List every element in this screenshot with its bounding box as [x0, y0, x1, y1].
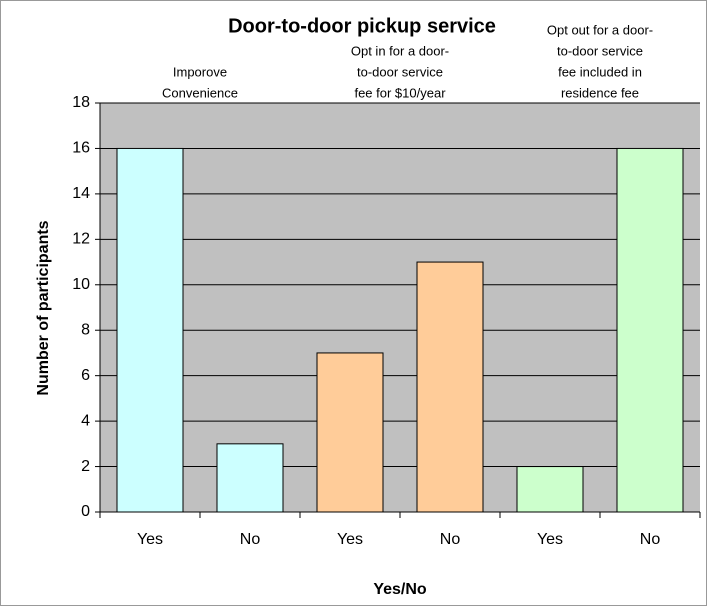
x-tick-label: No — [440, 531, 461, 548]
annotation: Imporove — [173, 64, 227, 79]
bar — [316, 352, 384, 513]
x-axis-label: Yes/No — [373, 581, 427, 598]
annotation: to-door service — [357, 64, 443, 79]
bar — [616, 147, 684, 513]
annotation: Opt in for a door- — [351, 43, 449, 58]
annotation: Convenience — [162, 85, 238, 100]
annotation: to-door service — [557, 43, 643, 58]
bar — [216, 443, 284, 513]
y-tick-label: 18 — [72, 94, 90, 111]
annotation: fee for $10/year — [354, 85, 446, 100]
bar — [416, 261, 484, 513]
chart-title: Door-to-door pickup service — [228, 15, 496, 37]
y-tick-label: 12 — [72, 231, 90, 248]
x-tick-label: No — [640, 531, 661, 548]
annotation: fee included in — [558, 64, 642, 79]
bar — [116, 147, 184, 513]
bar — [516, 466, 584, 513]
x-tick-label: Yes — [537, 531, 563, 548]
annotation: Opt out for a door- — [547, 22, 653, 37]
y-tick-label: 0 — [81, 503, 90, 520]
y-tick-label: 2 — [81, 458, 90, 475]
x-tick-label: Yes — [337, 531, 363, 548]
y-axis-label: Number of participants — [35, 220, 52, 395]
x-tick-label: No — [240, 531, 261, 548]
y-tick-label: 6 — [81, 367, 90, 384]
y-tick-label: 16 — [72, 140, 90, 157]
x-tick-label: Yes — [137, 531, 163, 548]
y-tick-label: 14 — [72, 185, 90, 202]
annotation: residence fee — [561, 85, 639, 100]
y-tick-label: 8 — [81, 321, 90, 338]
y-tick-label: 4 — [81, 412, 90, 429]
plot-area — [100, 103, 700, 512]
y-tick-label: 10 — [72, 276, 90, 293]
